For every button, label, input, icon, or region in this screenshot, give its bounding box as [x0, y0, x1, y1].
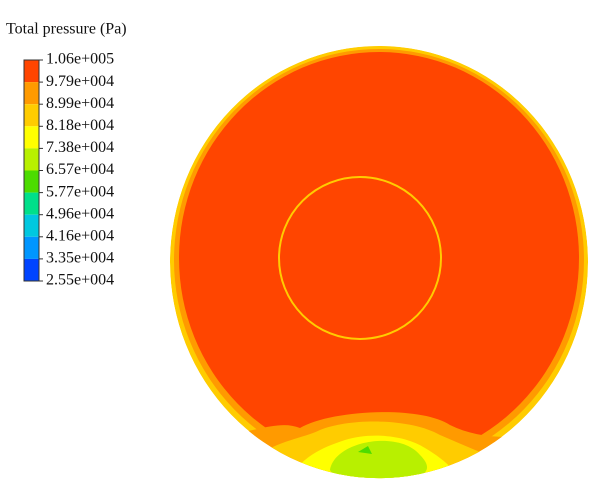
legend: 1.06e+005 9.79e+004 8.99e+004 8.18e+004 7.38…: [23, 51, 114, 289]
low-region-green: [358, 446, 372, 454]
legend-label: 2.55e+004: [46, 272, 114, 289]
legend-label: 8.99e+004: [46, 95, 114, 112]
low-region-lime: [330, 440, 427, 479]
legend-swatch: [24, 126, 39, 149]
contour-field: [170, 46, 588, 479]
legend-label: 6.57e+004: [46, 161, 114, 178]
legend-swatch: [24, 258, 39, 281]
legend-swatch: [24, 192, 39, 215]
legend-swatch: [24, 170, 39, 193]
legend-label: 7.38e+004: [46, 139, 114, 156]
legend-swatch: [24, 214, 39, 237]
legend-swatch: [24, 104, 39, 127]
legend-label: 5.77e+004: [46, 183, 114, 200]
inner-rim: [278, 176, 442, 340]
main-region: [179, 52, 579, 464]
legend-label: 8.18e+004: [46, 117, 114, 134]
legend-swatch: [24, 236, 39, 259]
legend-label: 1.06e+005: [46, 51, 114, 68]
legend-swatch: [24, 60, 39, 83]
legend-swatch: [24, 82, 39, 105]
legend-label: 9.79e+004: [46, 73, 114, 90]
legend-label: 3.35e+004: [46, 250, 114, 267]
legend-title: Total pressure (Pa): [6, 21, 127, 38]
legend-label: 4.96e+004: [46, 205, 114, 222]
legend-label: 4.16e+004: [46, 227, 114, 244]
legend-swatch: [24, 148, 39, 171]
